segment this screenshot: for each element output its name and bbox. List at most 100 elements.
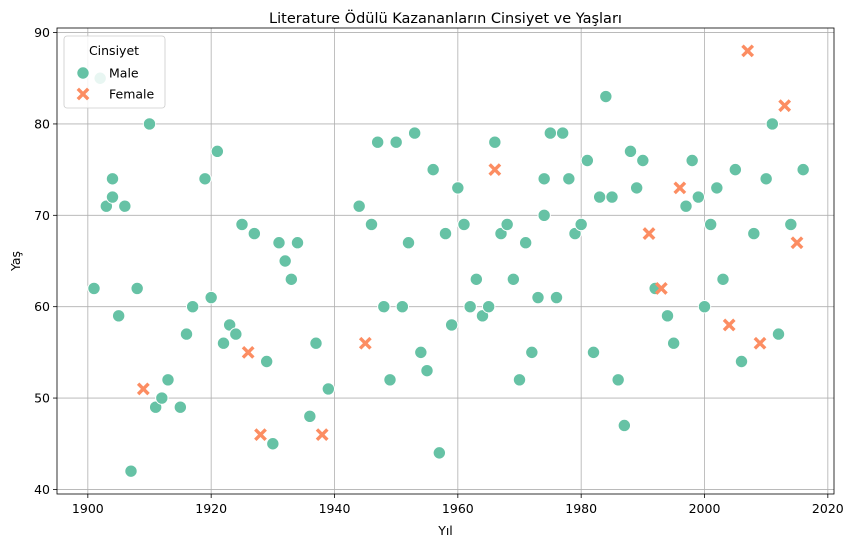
data-point-male bbox=[747, 226, 761, 241]
data-point-male bbox=[266, 437, 280, 451]
data-point-male bbox=[765, 117, 780, 131]
data-point-male bbox=[370, 135, 385, 149]
data-point-female bbox=[753, 336, 767, 350]
legend-marker-female bbox=[76, 87, 90, 101]
y-tick-label: 90 bbox=[34, 25, 50, 40]
series-male bbox=[87, 71, 810, 478]
data-point-male bbox=[685, 153, 699, 168]
data-point-male bbox=[629, 181, 644, 195]
x-tick-label: 1920 bbox=[195, 501, 227, 516]
data-point-male bbox=[105, 172, 120, 186]
data-point-male bbox=[463, 299, 477, 314]
data-point-male bbox=[284, 272, 299, 286]
x-tick-label: 1960 bbox=[442, 501, 474, 516]
data-point-male bbox=[512, 373, 527, 387]
data-point-male bbox=[204, 290, 218, 305]
data-point-male bbox=[426, 162, 440, 177]
data-point-male bbox=[586, 345, 601, 360]
data-point-male bbox=[574, 217, 588, 232]
data-point-male bbox=[259, 354, 274, 369]
data-point-male bbox=[229, 327, 243, 341]
data-point-male bbox=[87, 281, 101, 296]
legend-item: Male bbox=[76, 66, 139, 81]
data-point-female bbox=[254, 428, 267, 442]
data-point-male bbox=[272, 236, 286, 250]
data-point-female bbox=[790, 236, 804, 250]
data-point-female bbox=[241, 345, 255, 359]
data-point-male bbox=[580, 153, 595, 168]
data-point-male bbox=[216, 336, 231, 350]
data-point-male bbox=[531, 290, 545, 305]
x-axis-label: Yıl bbox=[437, 523, 453, 538]
data-point-male bbox=[111, 309, 126, 323]
data-point-male bbox=[703, 217, 718, 232]
data-point-male bbox=[611, 373, 625, 387]
data-point-male bbox=[488, 135, 502, 149]
data-point-male bbox=[179, 327, 194, 341]
y-tick-label: 60 bbox=[34, 299, 50, 314]
data-point-male bbox=[592, 190, 607, 204]
data-point-female bbox=[358, 336, 372, 350]
data-point-male bbox=[537, 208, 551, 223]
data-point-male bbox=[796, 162, 810, 177]
data-point-male bbox=[734, 354, 749, 369]
y-axis-label: Yaş bbox=[8, 251, 23, 272]
data-point-male bbox=[728, 162, 743, 177]
data-point-male bbox=[500, 217, 514, 232]
legend: Cinsiyet Male Female bbox=[63, 35, 166, 109]
data-point-male bbox=[389, 135, 403, 149]
data-point-male bbox=[309, 336, 323, 350]
data-point-female bbox=[654, 282, 668, 295]
data-point-male bbox=[303, 409, 317, 424]
data-point-male bbox=[407, 126, 422, 140]
y-tick-label: 50 bbox=[34, 391, 50, 406]
data-point-male bbox=[568, 226, 582, 241]
y-axis: 40 50 60 70 80 90 bbox=[34, 25, 57, 497]
data-point-male bbox=[469, 272, 484, 286]
data-point-female bbox=[722, 318, 736, 332]
data-point-female bbox=[741, 44, 755, 58]
data-point-male bbox=[716, 272, 730, 286]
data-point-male bbox=[118, 199, 132, 213]
data-point-male bbox=[475, 309, 490, 323]
data-point-male bbox=[161, 373, 175, 387]
data-point-male bbox=[290, 236, 305, 250]
data-point-male bbox=[666, 336, 681, 350]
x-tick-label: 2000 bbox=[689, 501, 721, 516]
data-point-male bbox=[710, 181, 724, 195]
data-point-female bbox=[136, 382, 150, 396]
legend-title: Cinsiyet bbox=[89, 43, 139, 58]
data-point-male bbox=[636, 153, 650, 168]
x-tick-label: 1940 bbox=[319, 501, 351, 516]
data-point-male bbox=[660, 309, 675, 323]
plot-frame bbox=[56, 27, 835, 495]
data-point-male bbox=[432, 446, 447, 460]
data-point-male bbox=[691, 190, 706, 204]
data-point-male bbox=[173, 400, 188, 414]
data-point-male bbox=[124, 464, 138, 478]
data-point-female bbox=[488, 163, 502, 177]
data-point-female bbox=[315, 428, 329, 442]
data-point-male bbox=[155, 391, 169, 405]
data-point-male bbox=[364, 217, 379, 232]
data-point-male bbox=[555, 126, 570, 140]
data-point-male bbox=[549, 290, 564, 305]
data-point-male bbox=[401, 236, 416, 250]
data-point-male bbox=[235, 217, 249, 232]
data-point-male bbox=[679, 199, 693, 213]
y-tick-label: 80 bbox=[34, 116, 50, 131]
data-point-male bbox=[438, 226, 453, 241]
data-point-male bbox=[697, 299, 712, 314]
legend-label: Male bbox=[109, 66, 139, 81]
data-point-male bbox=[599, 89, 613, 104]
data-point-male bbox=[537, 172, 551, 186]
y-tick-label: 40 bbox=[34, 482, 50, 497]
data-point-male bbox=[605, 190, 619, 204]
data-point-male bbox=[278, 254, 292, 268]
data-point-male bbox=[420, 363, 434, 378]
legend-marker-male bbox=[76, 66, 90, 80]
data-point-male bbox=[142, 117, 157, 131]
x-tick-label: 1900 bbox=[72, 501, 104, 516]
data-point-male bbox=[383, 373, 397, 387]
data-point-male bbox=[99, 199, 114, 213]
